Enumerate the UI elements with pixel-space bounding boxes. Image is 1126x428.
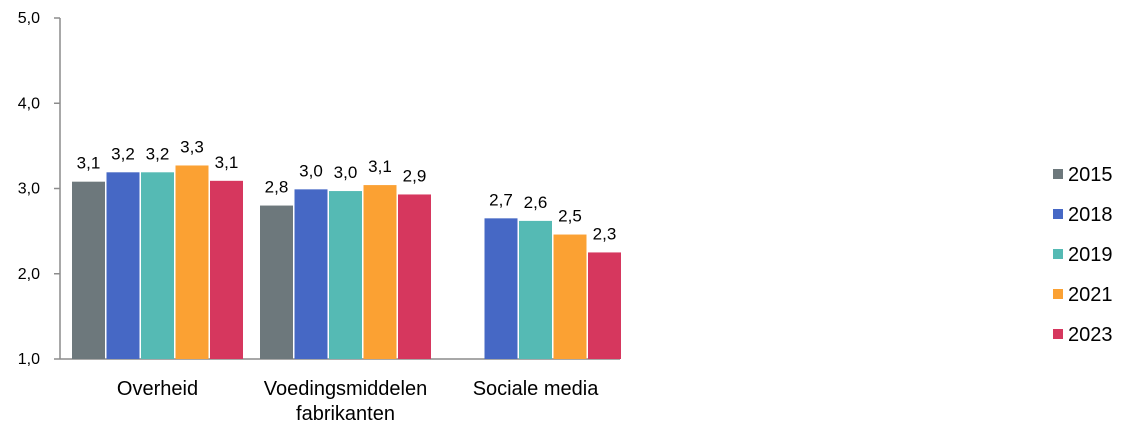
bar (329, 191, 362, 359)
bar-data-label: 2,3 (593, 224, 617, 243)
bar-data-label: 2,9 (403, 166, 427, 185)
bar (398, 194, 431, 359)
y-tick-label: 5,0 (18, 10, 40, 27)
legend-label: 2018 (1068, 204, 1113, 226)
chart-axes: 1,0 2,0 3,0 4,0 5,0 Overheid Voedingsmiddelen f… (18, 10, 620, 425)
bar (175, 165, 209, 359)
legend-swatch (1053, 329, 1063, 339)
bar (519, 220, 552, 359)
bar-data-label: 2,7 (489, 190, 513, 209)
bar-data-label: 2,8 (265, 178, 289, 197)
bar-data-label: 2,6 (524, 193, 548, 212)
bar-data-label: 3,1 (368, 157, 392, 176)
bar-data-label: 3,2 (146, 144, 170, 163)
legend-swatch (1053, 249, 1063, 259)
legend-swatch (1053, 209, 1063, 219)
bar-data-label: 3,2 (111, 144, 135, 163)
legend-swatch (1053, 289, 1063, 299)
x-category-label: Overheid (117, 378, 198, 400)
bar (141, 172, 174, 359)
x-category-label: Sociale media (473, 378, 600, 400)
bar (484, 218, 518, 359)
legend-label: 2021 (1068, 284, 1113, 306)
bar (106, 172, 140, 359)
bar-data-label: 3,1 (77, 154, 101, 173)
bar (588, 252, 621, 359)
y-tick-label: 3,0 (18, 181, 40, 198)
x-category-label: fabrikanten (296, 403, 395, 425)
chart-data-labels: 3,1 2,8 3,2 3,0 2,7 3,2 3,0 2,6 3,3 3,1 2,5 3,1 2,9 2… (77, 137, 617, 243)
x-category-label: Voedingsmiddelen (264, 378, 427, 400)
bar-data-label: 3,0 (299, 161, 323, 180)
chart-bars (72, 165, 621, 359)
bar-data-label: 2,5 (558, 207, 582, 226)
chart-legend: 2015 2018 2019 2021 2023 (1053, 164, 1113, 346)
legend-label: 2019 (1068, 244, 1113, 266)
bar-data-label: 3,3 (180, 137, 204, 156)
legend-label: 2023 (1068, 324, 1113, 346)
y-tick-label: 4,0 (18, 95, 40, 112)
legend-label: 2015 (1068, 164, 1113, 186)
bar (72, 181, 105, 359)
legend-swatch (1053, 169, 1063, 179)
bar (260, 205, 293, 359)
bar (210, 180, 243, 359)
bar (294, 189, 328, 359)
bar (363, 185, 397, 359)
bar-data-label: 3,1 (215, 153, 239, 172)
y-tick-label: 1,0 (18, 351, 40, 368)
bar (553, 234, 587, 359)
bar-data-label: 3,0 (334, 163, 358, 182)
y-tick-label: 2,0 (18, 266, 40, 283)
